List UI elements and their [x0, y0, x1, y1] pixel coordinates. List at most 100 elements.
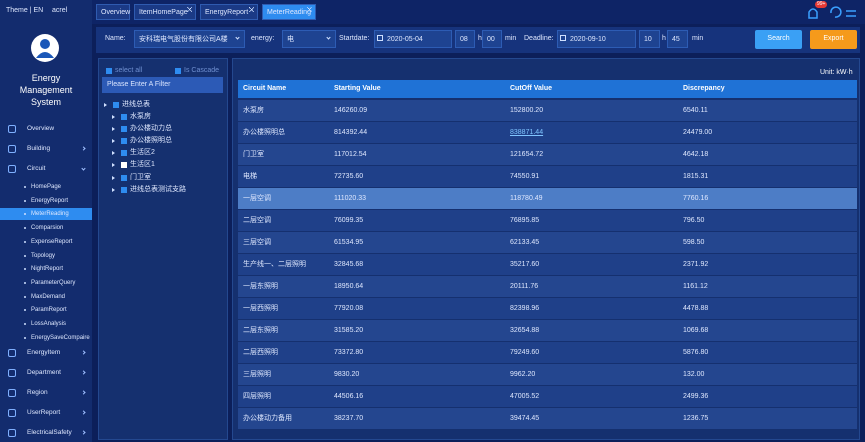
table-row[interactable] [238, 166, 857, 187]
menu-dot [24, 199, 26, 202]
search-button[interactable]: Search [755, 30, 802, 49]
tree-node[interactable]: 水泵房 [130, 113, 151, 120]
menu-icon [8, 429, 16, 437]
tree-node[interactable]: 门卫室 [130, 173, 151, 181]
checkbox[interactable] [106, 68, 112, 74]
tree-toggle[interactable] [112, 115, 115, 119]
checkbox[interactable] [175, 68, 181, 74]
filter-input[interactable]: 00 [482, 30, 502, 48]
menu-item[interactable]: Overview [27, 125, 55, 132]
submenu-item[interactable]: Topology [31, 252, 56, 259]
filter-input[interactable]: 10 [639, 30, 660, 48]
table-row[interactable] [238, 342, 857, 363]
filter-input[interactable]: 08 [455, 30, 475, 48]
table-row[interactable] [238, 210, 857, 231]
table-row[interactable] [238, 320, 857, 341]
submenu-item[interactable]: HomePage [31, 184, 62, 190]
submenu-item[interactable]: NightReport [31, 266, 64, 273]
tab-close[interactable] [307, 7, 312, 12]
user-name[interactable]: acrel [52, 7, 68, 14]
tree-toggle[interactable] [104, 103, 107, 107]
table-row[interactable] [238, 254, 857, 275]
filter-input[interactable]: 电 [282, 30, 336, 48]
tree-node[interactable]: 进线总表测试支路 [130, 185, 186, 193]
table-cell: 办公楼动力备用 [243, 415, 292, 422]
checkbox[interactable] [121, 186, 127, 193]
tree-node[interactable]: 生活区2 [130, 149, 155, 157]
submenu-item[interactable]: MaxDemand [31, 293, 66, 300]
menu-item[interactable]: ElectricalSafety [27, 429, 72, 436]
table-cell: 39474.45 [510, 415, 540, 422]
menu-item[interactable]: EnergyItem [27, 349, 61, 356]
submenu-item[interactable]: ParamReport [31, 307, 67, 314]
tree-node[interactable]: 生活区1 [130, 161, 155, 169]
table-row[interactable] [238, 188, 857, 209]
table-row[interactable] [238, 364, 857, 385]
tree-node[interactable]: 办公楼动力总 [130, 125, 172, 133]
menu-dot [24, 323, 26, 325]
table-cell: 796.50 [683, 217, 705, 224]
tree-node[interactable]: 办公楼照明总 [130, 137, 172, 145]
table-row[interactable] [238, 232, 857, 253]
tree-toggle[interactable] [112, 151, 115, 156]
table-cell: 18950.64 [334, 283, 364, 290]
table-cell: 32845.68 [334, 261, 364, 268]
tree-toggle[interactable] [112, 163, 115, 168]
table-row[interactable] [238, 144, 857, 165]
table-row[interactable] [238, 100, 857, 121]
table-cell: 814392.44 [334, 129, 368, 136]
tree-panel [98, 58, 228, 440]
checkbox[interactable] [121, 162, 127, 169]
column-header: Discrepancy [683, 85, 725, 92]
table-row[interactable] [238, 386, 857, 407]
submenu-item[interactable]: Comparsion [31, 225, 64, 232]
table-row[interactable] [238, 122, 857, 143]
table-row[interactable] [238, 408, 857, 429]
submenu-item[interactable]: ParameterQuery [31, 279, 76, 286]
filter-input[interactable]: 安科瑞电气股份有限公司A楼 [134, 30, 245, 48]
tab[interactable]: MeterReading [262, 4, 316, 20]
menu-item[interactable]: Department [27, 369, 61, 376]
table-cell: 38237.70 [334, 415, 364, 422]
menu-item[interactable]: UserReport [27, 409, 61, 416]
tree-node[interactable]: 进线总表 [122, 101, 150, 108]
tab-close[interactable] [249, 7, 254, 12]
tree-filter[interactable]: Please Enter A Filter [102, 77, 223, 93]
tab[interactable]: Overview [96, 4, 130, 20]
menu-icon [8, 409, 16, 417]
table-cell: 4642.18 [683, 151, 709, 158]
submenu-item[interactable]: MeterReading [31, 211, 69, 218]
submenu-item[interactable]: ExpenseReport [31, 238, 73, 245]
checkbox[interactable] [113, 102, 119, 108]
tab[interactable]: EnergyReport [200, 4, 258, 20]
checkbox[interactable] [121, 150, 127, 157]
checkbox[interactable] [121, 114, 127, 120]
filter-input[interactable]: 2020-09-10 [557, 30, 636, 48]
table-cell: 146260.09 [334, 107, 368, 114]
menu-item[interactable]: Circuit [27, 165, 46, 172]
submenu-item[interactable]: EnergySaveCompaire [31, 334, 90, 341]
theme-switch[interactable]: Theme | EN [6, 7, 44, 14]
tab-close[interactable] [187, 7, 192, 12]
tab[interactable]: ItemHomePage [134, 4, 196, 20]
filter-input[interactable]: 45 [667, 30, 688, 48]
tree-toggle[interactable] [112, 187, 115, 192]
export-button[interactable]: Export [810, 30, 857, 49]
menu-item[interactable]: Region [27, 389, 48, 396]
checkbox[interactable] [121, 174, 127, 181]
tree-toggle[interactable] [112, 175, 115, 180]
table-cell[interactable]: 838871.44 [510, 129, 544, 136]
filter-label: Startdate: [339, 35, 370, 42]
checkbox[interactable] [121, 126, 127, 133]
tree-toggle[interactable] [112, 139, 115, 144]
table-cell: 77920.08 [334, 305, 364, 312]
menu-item[interactable]: Building [27, 145, 51, 152]
table-cell: 598.50 [683, 239, 705, 246]
checkbox[interactable] [121, 138, 127, 145]
submenu-item[interactable]: EnergyReport [31, 197, 69, 204]
filter-input[interactable]: 2020-05-04 [374, 30, 452, 48]
table-row[interactable] [238, 276, 857, 297]
tree-toggle[interactable] [112, 127, 115, 132]
table-row[interactable] [238, 298, 857, 319]
submenu-item[interactable]: LossAnalysis [31, 321, 67, 327]
